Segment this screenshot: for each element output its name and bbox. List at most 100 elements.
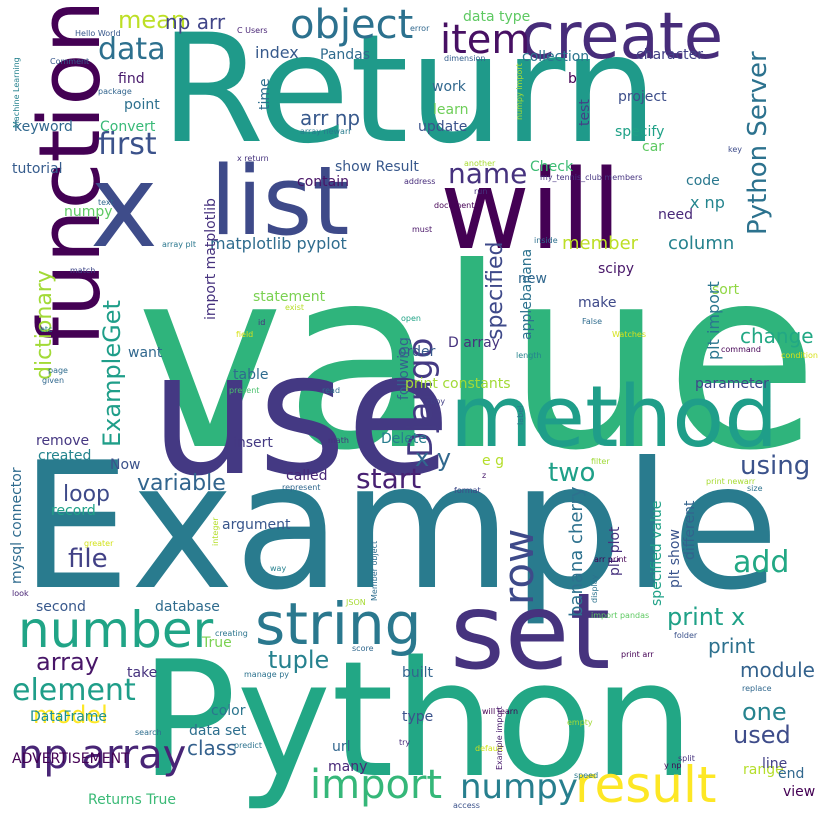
word-speed: speed	[574, 771, 599, 780]
word-remove: remove	[36, 433, 90, 449]
word-car: car	[642, 139, 665, 155]
word-print-arr: print arr	[621, 650, 654, 659]
word-second: second	[36, 599, 86, 615]
word-access: access	[453, 801, 480, 810]
word-record: record	[51, 503, 96, 519]
word-e-g: e g	[482, 453, 504, 469]
word-numpy-import: numpy import	[515, 63, 524, 120]
word-print-constants: print constants	[405, 376, 511, 392]
word-convert: Convert	[100, 119, 156, 135]
word-line: line	[762, 756, 788, 772]
word-np-array: np array	[18, 732, 187, 778]
word-false: False	[582, 317, 603, 326]
word-import-pandas: import pandas	[591, 611, 650, 620]
word-will-learn: will learn	[482, 707, 519, 716]
word-display: display	[590, 574, 599, 603]
word-import: import	[310, 762, 443, 808]
word-my-tennis-club-members: my_tennis_club members	[540, 173, 643, 182]
word-package: package	[98, 87, 132, 96]
word-using: using	[740, 451, 811, 481]
word-class: class	[187, 736, 237, 760]
word-keyword: keyword	[14, 119, 73, 135]
word-order: order	[398, 344, 436, 360]
word-read: read	[322, 386, 341, 395]
word-now: Now	[110, 457, 141, 473]
word-present: present	[229, 386, 260, 395]
word-tutorial: tutorial	[12, 161, 63, 177]
word-open: open	[401, 314, 421, 323]
word-empty: empty	[567, 718, 593, 727]
word-mean: mean	[118, 6, 187, 34]
word-insert: insert	[233, 435, 273, 451]
word-example: Example	[20, 426, 780, 629]
word-x: x	[90, 140, 159, 274]
word-page: page	[48, 366, 68, 375]
word-integer: integer	[211, 517, 220, 546]
word-check: Check	[530, 159, 574, 175]
word-plt-plot: plt plot	[607, 526, 623, 576]
word-will: will	[440, 146, 622, 274]
word-arr-print: arr print	[594, 555, 627, 564]
word-item: item	[440, 17, 531, 63]
word-change: change	[740, 324, 814, 348]
word-delete: Delete	[381, 431, 427, 447]
word-scipy: scipy	[598, 261, 635, 277]
word-true: True	[202, 635, 232, 651]
word-tuple: tuple	[268, 646, 330, 674]
word-create: create	[520, 0, 724, 74]
word-method: method	[450, 368, 779, 467]
word-array: array	[36, 648, 99, 676]
word-np-arr: np arr	[165, 10, 226, 34]
word-data: data	[98, 32, 166, 67]
word-called: called	[286, 468, 328, 484]
word-result: result	[575, 756, 717, 814]
word-used: used	[733, 721, 791, 749]
word-match: match	[70, 266, 96, 275]
word-add: add	[733, 545, 790, 580]
word-b: b	[568, 71, 577, 87]
word-start: start	[356, 462, 422, 495]
word-dimension: dimension	[444, 54, 486, 63]
word-must: must	[412, 225, 433, 234]
word-new: new	[518, 271, 547, 287]
word-test: test	[577, 99, 593, 126]
word-id: id	[258, 318, 266, 327]
word-sort: sort	[712, 282, 740, 298]
word-length: length	[516, 351, 542, 360]
word-view: view	[783, 784, 816, 800]
word-field: field	[236, 330, 254, 339]
word-list: list	[210, 147, 350, 257]
word-dataframe: DataFrame	[30, 709, 108, 725]
word-loop: loop	[63, 482, 110, 507]
word-python: Python	[140, 626, 695, 813]
word-use: use	[150, 316, 451, 514]
word-error: error	[410, 24, 430, 33]
word-different: different	[682, 500, 698, 560]
word-creating: creating	[215, 629, 248, 638]
word-split: split	[678, 754, 695, 763]
word-member-object: Member object	[370, 540, 379, 601]
word-example-import: Example import	[495, 706, 504, 770]
word-run: run	[474, 187, 488, 196]
word-need: need	[658, 207, 693, 223]
word-learn: learn	[433, 102, 469, 118]
word-type: type	[402, 709, 434, 725]
word-import-matplotlib: import matplotlib	[203, 198, 219, 320]
word-built: built	[402, 665, 434, 681]
word-database: database	[155, 599, 220, 615]
word-python-server: Python Server	[743, 51, 773, 235]
word-matplotlib-pyplot: matplotlib pyplot	[210, 234, 347, 253]
word-point: point	[124, 97, 160, 113]
word-collection: collection	[522, 49, 590, 65]
word-array-newarr: array newarr	[300, 127, 352, 136]
word-arr-np: arr np	[300, 106, 361, 130]
word-advertisement: ADVERTISEMENT	[12, 751, 130, 767]
word-another: another	[464, 159, 496, 168]
word-exist: exist	[285, 303, 305, 312]
word-specify: specify	[615, 124, 665, 140]
word-x-y: x y	[415, 444, 452, 472]
word-comment: Comment	[50, 57, 90, 66]
word-command: command	[721, 345, 761, 354]
word-mysql-connector: mysql connector	[9, 467, 25, 584]
word-condition: condition	[781, 351, 818, 360]
